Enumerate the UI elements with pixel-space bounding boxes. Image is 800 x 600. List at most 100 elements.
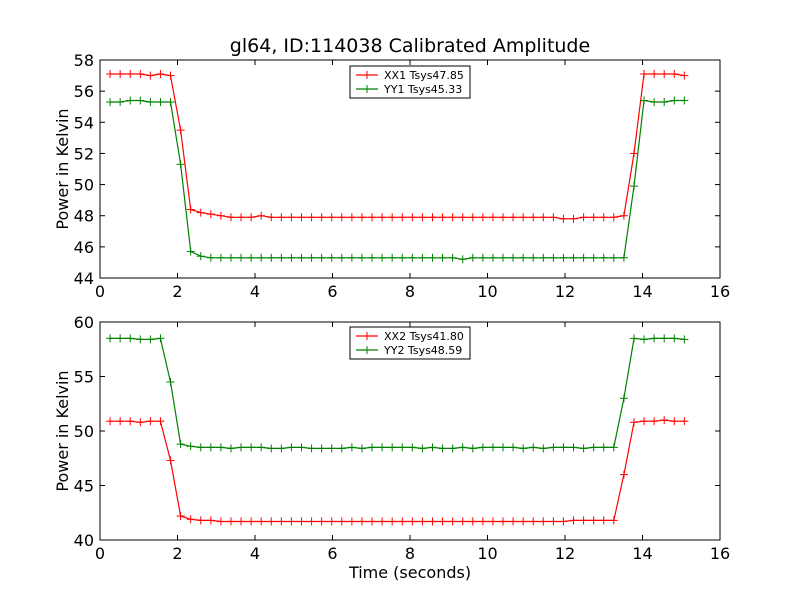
data-point xyxy=(106,334,115,343)
data-point xyxy=(589,253,598,262)
data-point xyxy=(418,253,427,262)
data-point xyxy=(327,253,336,262)
data-point xyxy=(629,182,638,191)
data-point xyxy=(307,253,316,262)
data-point xyxy=(488,443,497,452)
data-point xyxy=(509,213,518,222)
data-point xyxy=(559,517,568,526)
data-point xyxy=(196,252,205,261)
data-point xyxy=(368,517,377,526)
data-point xyxy=(418,444,427,453)
data-point xyxy=(277,253,286,262)
legend-label: YY2 Tsys48.59 xyxy=(383,344,462,357)
data-point xyxy=(539,444,548,453)
data-point xyxy=(347,213,356,222)
data-point xyxy=(509,443,518,452)
data-point xyxy=(458,255,467,264)
x-tick-label: 6 xyxy=(327,282,337,301)
data-point xyxy=(226,213,235,222)
data-point xyxy=(408,517,417,526)
data-point xyxy=(448,517,457,526)
data-point xyxy=(186,205,195,214)
data-point xyxy=(257,253,266,262)
data-point xyxy=(267,253,276,262)
data-point xyxy=(519,517,528,526)
data-point xyxy=(589,213,598,222)
data-point xyxy=(650,417,659,426)
data-point xyxy=(619,394,628,403)
data-point xyxy=(640,335,649,344)
data-point xyxy=(186,247,195,256)
data-point xyxy=(166,377,175,386)
data-point xyxy=(640,417,649,426)
data-point xyxy=(529,517,538,526)
x-tick-label: 0 xyxy=(95,544,105,563)
data-point xyxy=(126,96,135,105)
data-point xyxy=(428,213,437,222)
bottom-subplot: 0 2 4 6 8 10 12 14 16 40 45 50 55 60 Power in Kelvin Ti… xyxy=(53,313,730,582)
data-point xyxy=(357,253,366,262)
data-point xyxy=(650,70,659,79)
legend-label: XX1 Tsys47.85 xyxy=(384,69,464,82)
data-point xyxy=(398,213,407,222)
data-point xyxy=(519,213,528,222)
x-tick-label: 12 xyxy=(555,544,575,563)
data-point xyxy=(428,253,437,262)
data-point xyxy=(478,517,487,526)
data-point xyxy=(277,517,286,526)
data-point xyxy=(468,444,477,453)
data-point xyxy=(539,517,548,526)
data-point xyxy=(448,253,457,262)
data-point xyxy=(549,443,558,452)
data-point xyxy=(629,149,638,158)
data-point xyxy=(216,211,225,220)
data-point xyxy=(448,444,457,453)
data-point xyxy=(609,213,618,222)
y-tick-label: 52 xyxy=(74,144,94,163)
data-point xyxy=(549,213,558,222)
data-point xyxy=(226,517,235,526)
legend-label: YY1 Tsys45.33 xyxy=(383,83,462,96)
data-point xyxy=(670,70,679,79)
data-point xyxy=(408,253,417,262)
data-point xyxy=(398,253,407,262)
data-point xyxy=(126,334,135,343)
data-point xyxy=(609,516,618,525)
data-point xyxy=(579,213,588,222)
data-point xyxy=(317,213,326,222)
data-point xyxy=(438,444,447,453)
data-point xyxy=(368,443,377,452)
data-point xyxy=(337,253,346,262)
data-point xyxy=(609,443,618,452)
data-point xyxy=(106,98,115,107)
data-point xyxy=(619,211,628,220)
data-point xyxy=(337,444,346,453)
data-point xyxy=(226,253,235,262)
data-point xyxy=(388,517,397,526)
data-point xyxy=(549,253,558,262)
data-point xyxy=(277,444,286,453)
data-point xyxy=(378,443,387,452)
data-point xyxy=(488,253,497,262)
data-point xyxy=(509,517,518,526)
data-point xyxy=(519,253,528,262)
data-point xyxy=(398,517,407,526)
data-point xyxy=(237,213,246,222)
data-point xyxy=(569,253,578,262)
data-point xyxy=(206,516,215,525)
data-point xyxy=(660,334,669,343)
data-point xyxy=(176,160,185,169)
data-point xyxy=(267,517,276,526)
y-tick-label: 46 xyxy=(74,238,94,257)
data-point xyxy=(166,98,175,107)
x-tick-label: 16 xyxy=(710,544,730,563)
data-point xyxy=(136,335,145,344)
data-point xyxy=(257,517,266,526)
data-point xyxy=(156,417,165,426)
data-point xyxy=(589,516,598,525)
x-tick-label: 6 xyxy=(327,544,337,563)
data-point xyxy=(357,444,366,453)
data-point xyxy=(599,213,608,222)
